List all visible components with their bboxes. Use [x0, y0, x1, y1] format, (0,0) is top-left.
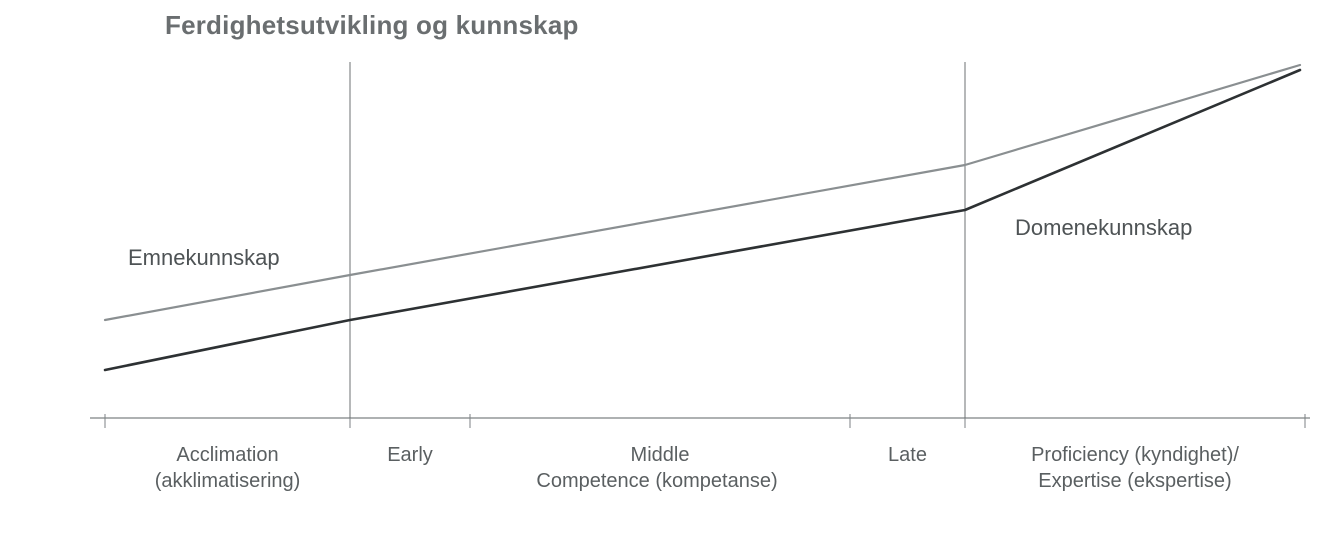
x-label-early: Early	[387, 444, 433, 467]
series-line-emnekunnskap	[105, 65, 1300, 320]
x-group-label-competence: Competence (kompetanse)	[536, 470, 777, 493]
x-label-middle: Middle	[631, 444, 690, 467]
series-label-emnekunnskap: Emnekunnskap	[128, 245, 280, 271]
skill-development-chart: Ferdighetsutvikling og kunnskap Emnekunn…	[0, 0, 1344, 537]
x-label-late: Late	[888, 444, 927, 467]
x-sublabel-acclimation: (akklimatisering)	[155, 470, 301, 493]
x-label-proficiency: Proficiency (kyndighet)/	[1031, 444, 1239, 467]
series-label-domenekunnskap: Domenekunnskap	[1015, 215, 1192, 241]
x-label-acclimation: Acclimation	[176, 444, 278, 467]
x-sublabel-proficiency: Expertise (ekspertise)	[1038, 470, 1231, 493]
